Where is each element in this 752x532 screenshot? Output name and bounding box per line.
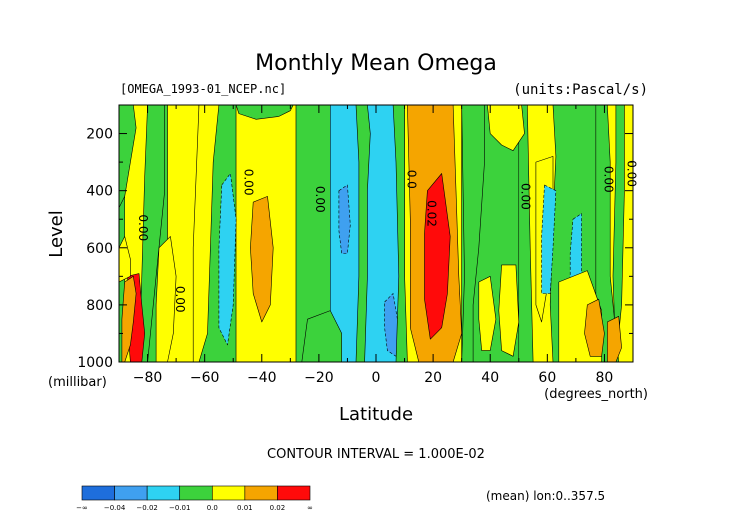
y-tick-label: 400 [86,184,113,200]
field-patch [338,184,351,254]
field-patch [424,173,451,340]
field-patch [478,275,497,351]
colorbar-level: 0.02 [270,504,286,512]
field-patch [461,104,485,363]
x-axis: −80 −60 −40 −20 0 20 40 60 80 [118,105,634,386]
x-tick-label: 20 [424,370,442,386]
x-tick-label: 40 [481,370,499,386]
field-patch [192,104,220,363]
colorbar-level: 0.01 [237,504,253,512]
x-tick-label: 80 [596,370,614,386]
y-tick-label: 600 [86,241,113,257]
field-patch [355,104,371,363]
units-label: (units:Pascal/s) [513,82,648,98]
contour-label: 0.00 [173,286,187,313]
contour-interval-label: CONTOUR INTERVAL = 1.000E-02 [267,447,485,462]
colorbar-level: −0.02 [136,504,157,512]
field-patch [218,173,237,346]
colorbar-level: −∞ [76,504,88,512]
y-tick-label: 200 [86,127,113,143]
field-patch [541,184,557,294]
contour-label: 0.00 [624,160,638,187]
x-axis-label: Latitude [339,404,413,425]
x-tick-label: −60 [190,370,220,386]
contour-label: 0.00 [136,214,150,241]
field-patch [250,196,274,323]
field-patch [498,264,520,357]
field-patch [301,310,343,363]
contour-labels: 0.00 0.00 0.00 0.00 0.0 0.02 0.00 0.00 0.00 [136,160,638,312]
x-tick-label: −40 [247,370,277,386]
colorbar-level: −0.01 [169,504,190,512]
colorbar: −∞ −0.04 −0.02 −0.01 0.0 0.01 0.02 ∞ [76,485,313,512]
x-tick-label: 60 [538,370,556,386]
colorbar-swatch [211,485,246,501]
field-patch [584,298,605,357]
y-tick-label: 1000 [77,355,113,371]
contour-label: 0.00 [313,186,327,213]
contour-label: 0.0 [404,170,418,189]
y-axis: 200 400 600 800 1000 [77,104,633,371]
chart-title: Monthly Mean Omega [255,51,497,76]
colorbar-swatch [114,485,148,501]
contour-field [118,104,634,363]
footer-label: (mean) lon:0..357.5 [486,489,605,503]
field-patch [155,236,177,363]
colorbar-swatch [146,485,181,501]
contour-label: 0.02 [424,200,438,227]
colorbar-swatch [244,485,278,501]
file-label: [OMEGA_1993-01_NCEP.nc] [120,82,286,96]
y-tick-label: 800 [86,298,113,314]
colorbar-level: −0.04 [104,504,126,512]
contour-label: 0.00 [601,166,615,193]
colorbar-swatch [277,485,311,501]
colorbar-swatch [179,485,213,501]
contour-label: 0.00 [242,169,256,196]
x-tick-label: −80 [133,370,163,386]
y-axis-label: Level [46,210,67,258]
colorbar-level: 0.0 [207,504,218,512]
contour-label: 0.00 [519,183,533,210]
y-unit-label: (millibar) [48,375,107,390]
x-tick-label: 0 [372,370,381,386]
x-tick-label: −20 [304,370,334,386]
x-unit-label: (degrees_north) [544,387,648,402]
field-patch [606,315,622,363]
colorbar-level: ∞ [307,504,313,512]
colorbar-swatch [81,485,115,501]
